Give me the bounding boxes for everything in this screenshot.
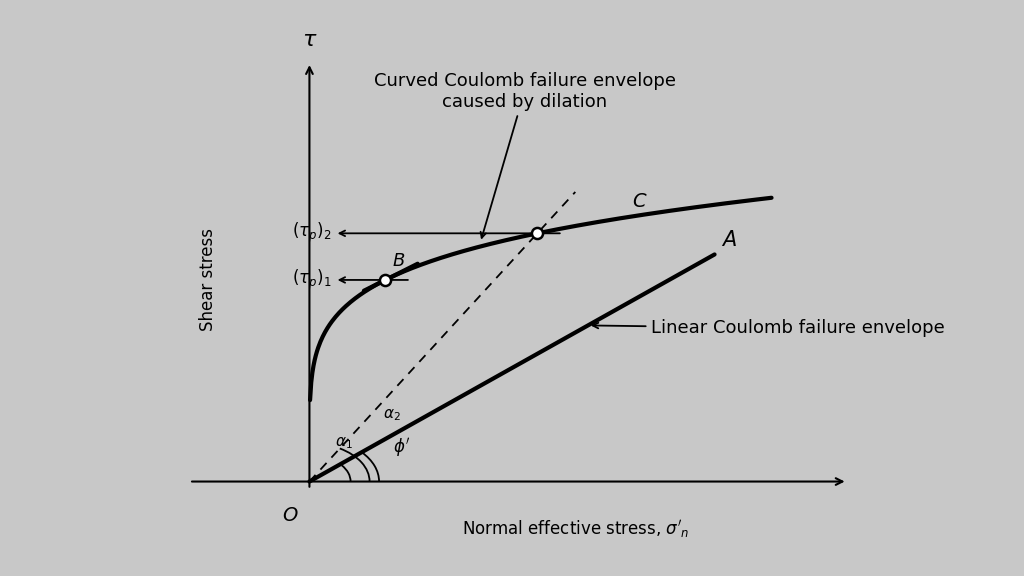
Text: $\alpha_1$: $\alpha_1$: [336, 435, 353, 452]
Text: $O$: $O$: [283, 506, 299, 525]
Text: $(\tau_p)_1$: $(\tau_p)_1$: [292, 268, 332, 292]
Text: Shear stress: Shear stress: [199, 229, 217, 331]
Text: Linear Coulomb failure envelope: Linear Coulomb failure envelope: [593, 319, 945, 338]
Text: $C$: $C$: [632, 192, 648, 211]
Text: Normal effective stress, $\sigma'_n$: Normal effective stress, $\sigma'_n$: [462, 518, 689, 540]
Text: $(\tau_p)_2$: $(\tau_p)_2$: [292, 221, 332, 245]
Text: $\tau$: $\tau$: [302, 30, 317, 50]
Text: $\alpha_2$: $\alpha_2$: [383, 407, 400, 423]
Text: Curved Coulomb failure envelope
caused by dilation: Curved Coulomb failure envelope caused b…: [374, 72, 676, 238]
Text: $B$: $B$: [392, 252, 404, 270]
Text: $\phi'$: $\phi'$: [392, 437, 410, 460]
Text: $A$: $A$: [721, 230, 737, 251]
